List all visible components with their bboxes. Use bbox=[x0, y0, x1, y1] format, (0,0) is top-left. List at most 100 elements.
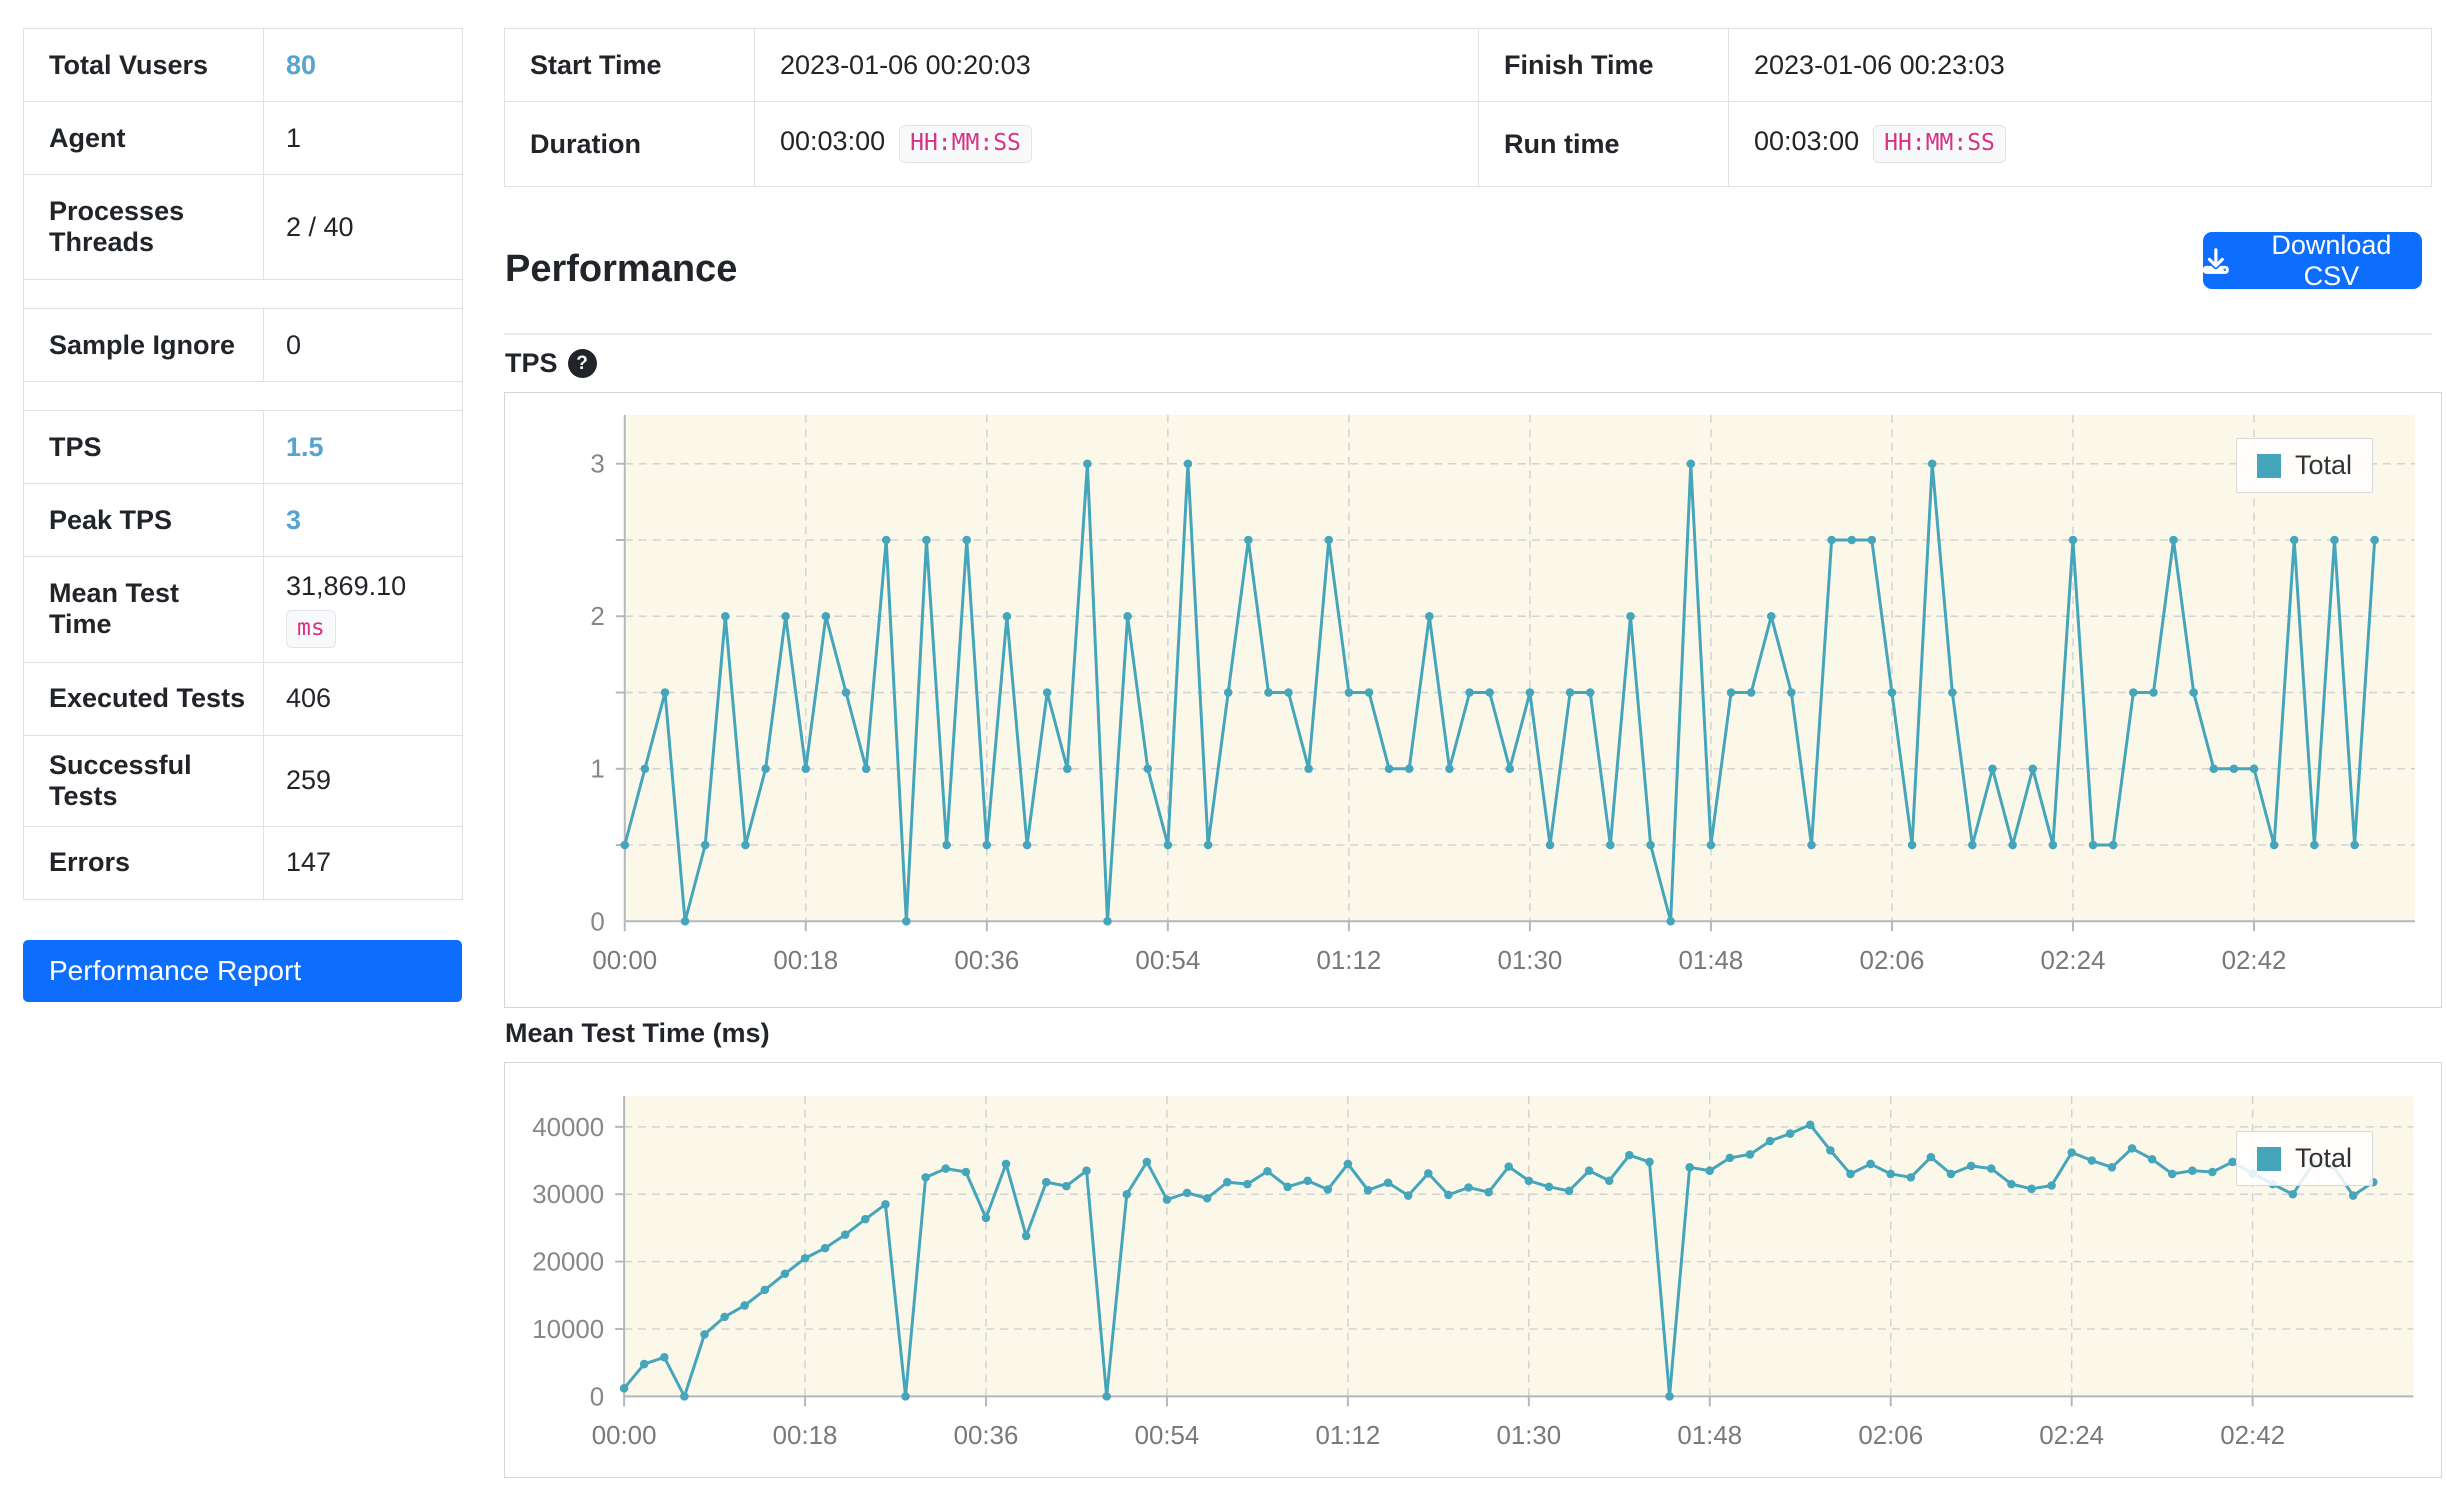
tps-chart-legend: Total bbox=[2235, 438, 2373, 493]
svg-text:01:30: 01:30 bbox=[1497, 947, 1562, 975]
summary-value: 2023-01-06 00:20:03 bbox=[754, 28, 1479, 102]
stat-value: 1 bbox=[263, 101, 463, 175]
table-row: Successful Tests 259 bbox=[23, 734, 463, 827]
table-row: Errors 147 bbox=[23, 825, 463, 900]
svg-text:30000: 30000 bbox=[532, 1181, 604, 1209]
legend-label-total: Total bbox=[2294, 450, 2352, 480]
download-csv-label: Download CSV bbox=[2271, 229, 2392, 291]
tps-chart[interactable]: 00:00 00:18 00:36 00:54 01:12 01:30 01:48 02:06… bbox=[504, 392, 2442, 1008]
stat-label: Successful Tests bbox=[23, 734, 264, 827]
mtt-chart-title: Mean Test Time (ms) bbox=[505, 1018, 770, 1049]
time-format-badge: HH:MM:SS bbox=[1873, 125, 2006, 163]
svg-text:00:54: 00:54 bbox=[1135, 1422, 1200, 1450]
svg-text:01:30: 01:30 bbox=[1496, 1422, 1561, 1450]
spacer-cell bbox=[23, 279, 463, 309]
svg-text:0: 0 bbox=[590, 908, 604, 936]
section-divider bbox=[504, 333, 2432, 335]
svg-text:01:48: 01:48 bbox=[1677, 1422, 1742, 1450]
svg-text:2: 2 bbox=[590, 603, 604, 631]
download-icon bbox=[2203, 247, 2229, 274]
summary-label: Duration bbox=[504, 101, 755, 187]
table-row: TPS 1.5 bbox=[23, 410, 463, 484]
spacer-cell bbox=[23, 381, 463, 411]
svg-text:02:24: 02:24 bbox=[2041, 947, 2106, 975]
summary-label: Finish Time bbox=[1478, 28, 1729, 102]
mean-test-time-chart-canvas[interactable]: 00:00 00:18 00:36 00:54 01:12 01:30 01:48 02:06… bbox=[505, 1063, 2441, 1477]
stat-value: 31,869.10 ms bbox=[263, 556, 463, 663]
table-row: Peak TPS 3 bbox=[23, 483, 463, 557]
svg-text:02:24: 02:24 bbox=[2039, 1422, 2104, 1450]
stat-label: TPS bbox=[23, 410, 264, 484]
svg-text:00:36: 00:36 bbox=[954, 1422, 1019, 1450]
table-row bbox=[23, 381, 463, 411]
legend-label-total: Total bbox=[2294, 1143, 2352, 1173]
stat-value: 80 bbox=[263, 28, 463, 102]
table-row: Start Time 2023-01-06 00:20:03 Finish Time… bbox=[504, 28, 2432, 102]
unit-badge: ms bbox=[286, 610, 336, 648]
time-format-badge: HH:MM:SS bbox=[899, 125, 1032, 163]
summary-label: Start Time bbox=[504, 28, 755, 102]
stat-value: 406 bbox=[263, 661, 463, 736]
stat-label: Peak TPS bbox=[23, 483, 264, 557]
svg-text:1: 1 bbox=[590, 756, 604, 784]
stat-value: 2 / 40 bbox=[263, 174, 463, 280]
tps-help-icon[interactable]: ? bbox=[567, 349, 597, 378]
stat-label: Sample Ignore bbox=[23, 308, 264, 382]
table-row bbox=[23, 279, 463, 309]
test-summary-table: Start Time 2023-01-06 00:20:03 Finish Time… bbox=[504, 28, 2432, 187]
stat-value: 147 bbox=[263, 825, 463, 900]
legend-swatch-total bbox=[2256, 1146, 2281, 1171]
table-row: Processes Threads 2 / 40 bbox=[23, 174, 463, 280]
performance-section-title: Performance bbox=[505, 248, 738, 290]
svg-text:00:54: 00:54 bbox=[1135, 947, 1200, 975]
svg-text:40000: 40000 bbox=[532, 1114, 604, 1142]
svg-text:10000: 10000 bbox=[532, 1316, 604, 1344]
svg-text:01:12: 01:12 bbox=[1316, 1422, 1381, 1450]
svg-text:20000: 20000 bbox=[532, 1249, 604, 1277]
tps-chart-title-text: TPS bbox=[505, 348, 558, 378]
svg-text:02:42: 02:42 bbox=[2222, 947, 2287, 975]
stat-label: Processes Threads bbox=[23, 174, 264, 280]
legend-swatch-total bbox=[2256, 453, 2281, 478]
tps-chart-canvas[interactable]: 00:00 00:18 00:36 00:54 01:12 01:30 01:48 02:06… bbox=[505, 393, 2441, 1007]
svg-text:01:48: 01:48 bbox=[1679, 947, 1744, 975]
stat-label: Mean Test Time bbox=[23, 556, 264, 663]
svg-text:02:42: 02:42 bbox=[2220, 1422, 2285, 1450]
stat-label: Executed Tests bbox=[23, 661, 264, 736]
stat-value: 1.5 bbox=[263, 410, 463, 484]
svg-text:00:18: 00:18 bbox=[773, 1422, 838, 1450]
svg-text:00:00: 00:00 bbox=[592, 1422, 657, 1450]
performance-report-button[interactable]: Performance Report bbox=[23, 940, 462, 1002]
stat-value: 0 bbox=[263, 308, 463, 382]
stat-value: 259 bbox=[263, 734, 463, 827]
stat-label: Errors bbox=[23, 825, 264, 900]
svg-text:02:06: 02:06 bbox=[1860, 947, 1925, 975]
mean-test-time-chart[interactable]: 00:00 00:18 00:36 00:54 01:12 01:30 01:48 02:06… bbox=[504, 1062, 2442, 1478]
mean-test-time-chart-legend: Total bbox=[2235, 1131, 2373, 1186]
table-row: Agent 1 bbox=[23, 101, 463, 175]
summary-label: Run time bbox=[1478, 101, 1729, 187]
summary-value: 2023-01-06 00:23:03 bbox=[1728, 28, 2432, 102]
svg-text:00:36: 00:36 bbox=[954, 947, 1019, 975]
svg-text:02:06: 02:06 bbox=[1858, 1422, 1923, 1450]
mtt-chart-title-text: Mean Test Time (ms) bbox=[505, 1018, 770, 1048]
svg-text:01:12: 01:12 bbox=[1316, 947, 1381, 975]
stat-label: Agent bbox=[23, 101, 264, 175]
summary-value: 00:03:00 HH:MM:SS bbox=[754, 101, 1479, 187]
svg-text:0: 0 bbox=[590, 1383, 604, 1411]
table-row: Mean Test Time 31,869.10 ms bbox=[23, 556, 463, 663]
summary-value: 00:03:00 HH:MM:SS bbox=[1728, 101, 2432, 187]
svg-text:3: 3 bbox=[590, 451, 604, 479]
svg-text:00:00: 00:00 bbox=[592, 947, 657, 975]
table-row: Total Vusers 80 bbox=[23, 28, 463, 102]
table-row: Executed Tests 406 bbox=[23, 661, 463, 736]
stat-label: Total Vusers bbox=[23, 28, 264, 102]
table-row: Sample Ignore 0 bbox=[23, 308, 463, 382]
test-stats-table: Total Vusers 80 Agent 1 Processes Threads 2 /… bbox=[23, 28, 463, 900]
svg-text:00:18: 00:18 bbox=[773, 947, 838, 975]
stat-value: 3 bbox=[263, 483, 463, 557]
tps-chart-title: TPS ? bbox=[505, 348, 597, 379]
table-row: Duration 00:03:00 HH:MM:SS Run time 00:03:00… bbox=[504, 101, 2432, 187]
download-csv-button[interactable]: Download CSV bbox=[2203, 229, 2422, 291]
